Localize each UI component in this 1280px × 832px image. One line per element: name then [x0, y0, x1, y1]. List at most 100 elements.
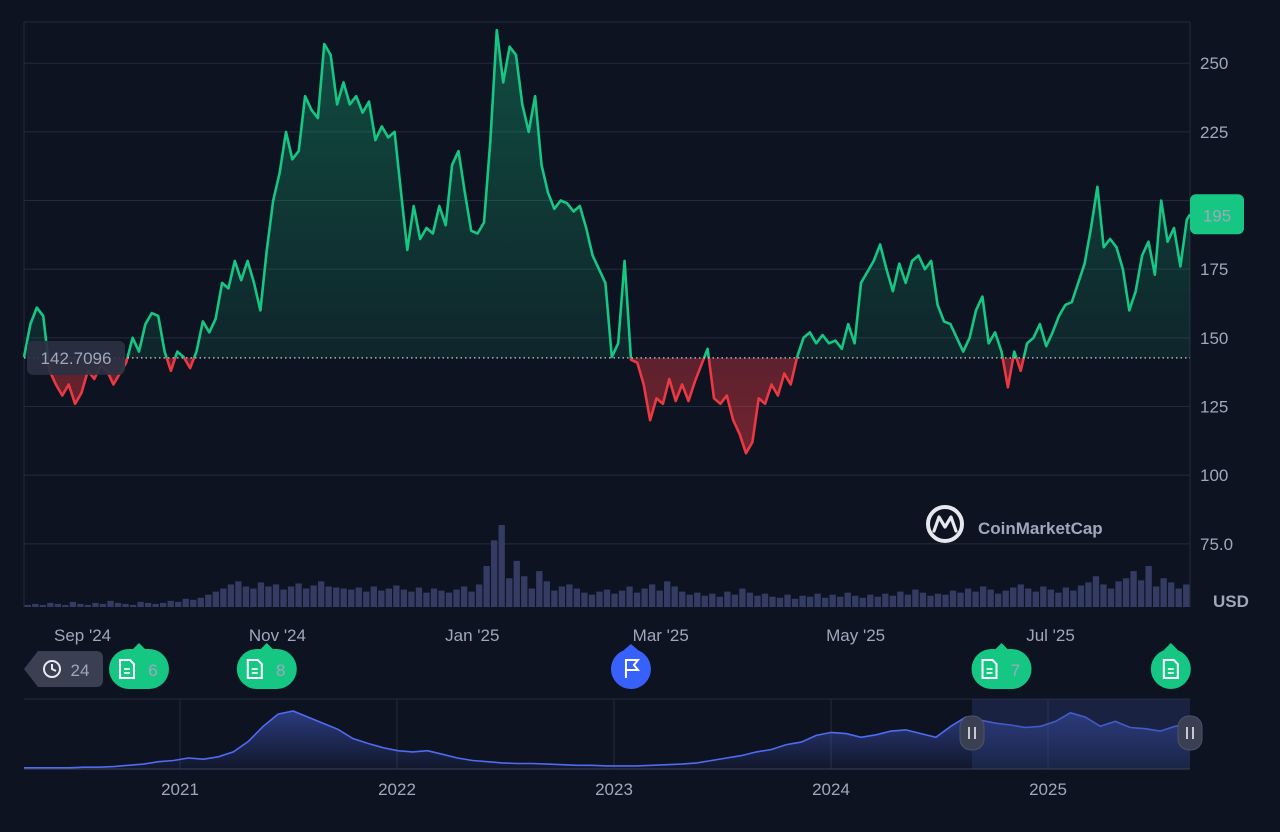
volume-bar	[814, 593, 821, 607]
volume-bar	[754, 595, 761, 607]
volume-bar	[400, 589, 408, 607]
volume-bar	[934, 593, 942, 607]
volume-bar	[363, 591, 370, 607]
volume-bar	[220, 588, 227, 607]
volume-bar	[566, 584, 573, 607]
volume-bar	[513, 560, 520, 607]
news-event-marker[interactable]: 7	[971, 643, 1032, 689]
news-pointer	[132, 643, 147, 650]
volume-bar	[47, 602, 54, 607]
flag-icon	[624, 659, 641, 678]
volume-bar	[844, 592, 851, 607]
volume-bar	[739, 588, 746, 607]
range-navigator[interactable]: 2021 2022 2023 2024 2025	[24, 698, 1203, 799]
history-count: 24	[71, 661, 90, 680]
history-icon	[43, 660, 61, 678]
handle-body	[1177, 715, 1203, 751]
volume-bar	[272, 584, 280, 607]
history-event-button[interactable]: 24	[24, 651, 103, 687]
volume-bar	[235, 581, 242, 607]
volume-bar	[227, 584, 235, 607]
volume-bar	[212, 591, 219, 607]
volume-bar	[1032, 591, 1039, 607]
volume-bar	[302, 588, 310, 607]
volume-bar	[867, 594, 874, 607]
document-icon	[981, 659, 998, 679]
volume-bar	[852, 595, 859, 607]
volume-bar	[129, 604, 137, 607]
volume-bar	[92, 602, 99, 607]
volume-bar	[1002, 590, 1009, 607]
event-markers[interactable]: 24 6 8 7	[24, 643, 1191, 689]
navigator-selection[interactable]	[972, 699, 1190, 769]
x-tick-label: May '25	[826, 626, 885, 645]
volume-bar	[912, 589, 919, 607]
volume-bar	[799, 595, 806, 607]
baseline-tag: 142.7096	[27, 340, 125, 375]
volume-bar	[39, 604, 46, 607]
volume-bar	[32, 603, 39, 607]
volume-bar	[679, 591, 686, 607]
volume-bar	[491, 540, 498, 607]
volume-bar	[724, 591, 731, 607]
baseline-label: 142.7096	[41, 349, 112, 368]
baseline-badge	[27, 340, 125, 375]
last-price-label: 195	[1203, 206, 1231, 225]
volume-bar	[784, 594, 791, 607]
volume-bar	[581, 592, 588, 607]
volume-bar	[122, 603, 129, 607]
volume-bar	[829, 594, 836, 607]
volume-bar	[746, 592, 754, 607]
volume-bar	[1183, 584, 1190, 607]
volume-bar	[573, 588, 581, 607]
y-tick-label: 250	[1200, 54, 1228, 73]
volume-bar	[333, 587, 340, 607]
volume-bar	[152, 603, 159, 607]
logo-text: CoinMarketCap	[978, 519, 1103, 538]
volume-bar	[445, 592, 453, 607]
volume-bar	[1107, 588, 1115, 607]
navigator-handle[interactable]	[1177, 715, 1203, 751]
volume-bar	[378, 590, 385, 607]
volume-bar	[543, 581, 550, 607]
flag-event-marker[interactable]	[610, 644, 651, 689]
x-axis: Sep '24 Nov '24 Jan '25 Mar '25 May '25 Jul '…	[54, 626, 1075, 645]
area-up	[24, 30, 1190, 358]
volume-bar	[77, 603, 84, 607]
volume-bar	[957, 592, 964, 607]
navigator-handle[interactable]	[959, 715, 985, 751]
volume-bar	[641, 588, 648, 607]
volume-bar	[1160, 578, 1167, 607]
volume-bar	[325, 586, 332, 607]
y-tick-label: 175	[1200, 260, 1228, 279]
news-event-marker[interactable]	[1150, 643, 1191, 689]
volume-bar	[791, 598, 799, 607]
volume-bar	[1062, 587, 1070, 607]
volume-bar	[1092, 576, 1100, 607]
volume-bar	[144, 602, 152, 607]
navigator-year-label: 2023	[595, 780, 633, 799]
volume-bar	[686, 594, 693, 607]
volume-bar	[1175, 588, 1182, 607]
coinmarketcap-logo: CoinMarketCap	[926, 505, 1103, 543]
news-event-marker[interactable]: 6	[109, 643, 170, 689]
volume-bar	[626, 586, 633, 607]
volume-bar	[242, 586, 250, 607]
news-event-marker[interactable]: 8	[236, 643, 297, 689]
document-icon	[246, 659, 263, 679]
y-tick-label: 225	[1200, 123, 1228, 142]
volume-bar	[205, 594, 212, 607]
last-price-tag: 195	[1190, 194, 1244, 235]
volume-bar	[904, 594, 912, 607]
currency-label: USD	[1213, 592, 1249, 611]
volume-bar	[468, 591, 475, 607]
volume-bar	[114, 602, 122, 607]
volume-bar	[656, 590, 663, 607]
volume-bar	[761, 593, 769, 607]
navigator-area	[24, 711, 1190, 769]
volume-bar	[69, 601, 77, 607]
volume-bar	[671, 586, 678, 607]
volume-bar	[408, 591, 415, 607]
volume-bar	[498, 525, 505, 607]
